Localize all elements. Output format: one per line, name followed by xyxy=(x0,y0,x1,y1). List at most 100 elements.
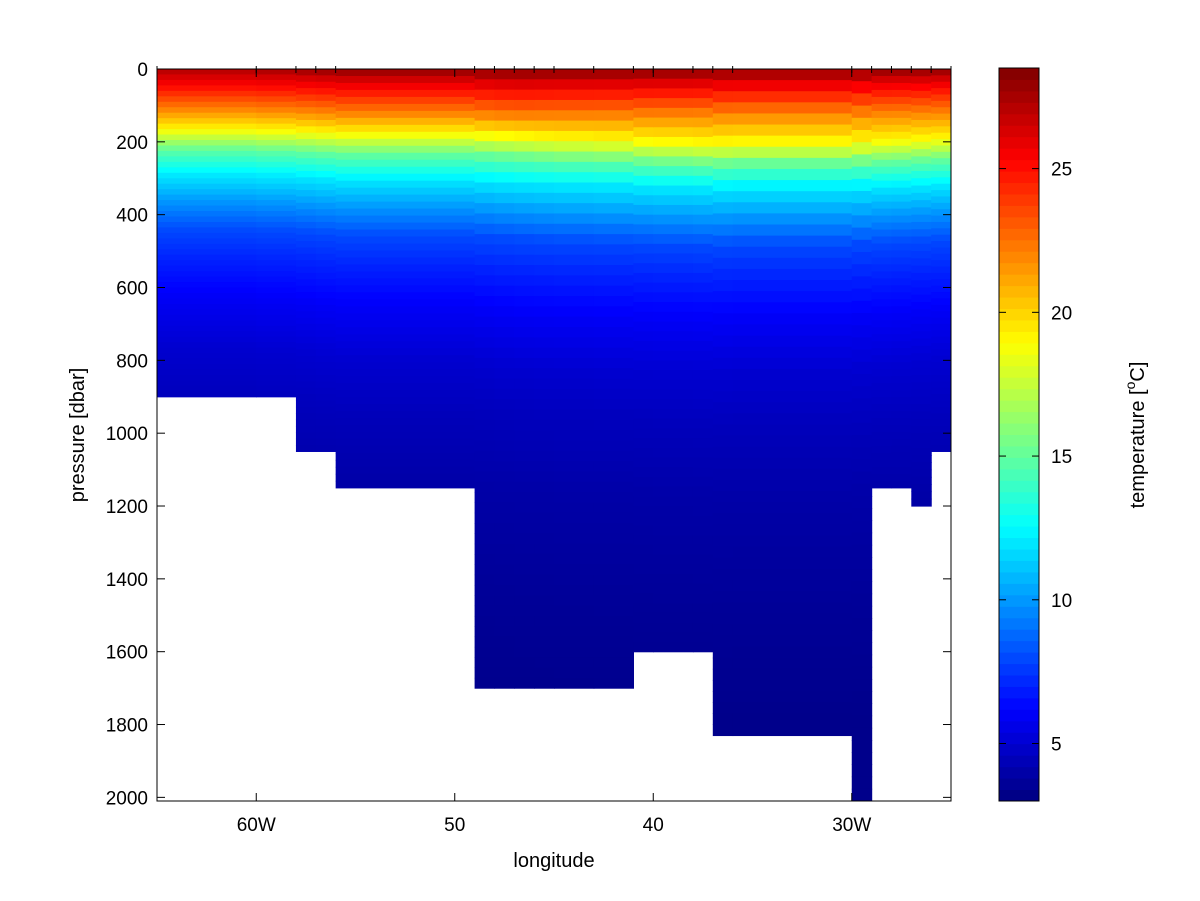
temperature-cell xyxy=(851,447,873,460)
temperature-cell xyxy=(315,266,337,274)
colorbar-band xyxy=(999,526,1039,539)
temperature-cell xyxy=(593,378,634,390)
temperature-cell xyxy=(891,250,912,259)
temperature-cell xyxy=(554,316,595,328)
temperature-cell xyxy=(534,667,555,679)
temperature-cell xyxy=(256,74,297,81)
temperature-cell xyxy=(732,446,853,459)
temperature-cell xyxy=(851,605,873,619)
temperature-cell xyxy=(554,512,595,524)
temperature-cell xyxy=(732,268,853,281)
temperature-cell xyxy=(514,182,535,194)
temperature-cell xyxy=(931,119,951,127)
temperature-cell xyxy=(315,81,337,89)
temperature-cell xyxy=(692,612,714,624)
temperature-cell xyxy=(593,120,634,132)
temperature-cell xyxy=(534,79,555,91)
temperature-cell xyxy=(335,369,476,377)
temperature-cell xyxy=(911,309,932,318)
temperature-cell xyxy=(256,211,297,218)
temperature-cell xyxy=(315,394,337,401)
temperature-cell xyxy=(732,102,853,115)
temperature-cell xyxy=(315,94,337,102)
temperature-cell xyxy=(653,408,694,420)
temperature-cell xyxy=(653,107,694,119)
temperature-cell xyxy=(534,523,555,534)
temperature-cell xyxy=(851,508,873,521)
temperature-cell xyxy=(931,349,951,357)
temperature-cell xyxy=(157,101,257,108)
temperature-cell xyxy=(295,177,317,185)
temperature-cell xyxy=(315,241,337,249)
temperature-cell xyxy=(911,440,932,449)
temperature-cell xyxy=(931,394,951,401)
temperature-cell xyxy=(692,428,714,439)
temperature-cell xyxy=(891,306,912,314)
temperature-cell xyxy=(871,131,893,140)
temperature-cell xyxy=(732,702,853,714)
temperature-cell xyxy=(911,163,932,172)
temperature-cell xyxy=(732,624,853,637)
temperature-cell xyxy=(653,117,694,128)
temperature-cell xyxy=(335,82,476,91)
temperature-cell xyxy=(514,388,535,400)
temperature-cell xyxy=(692,253,714,264)
temperature-cell xyxy=(692,574,714,585)
temperature-cell xyxy=(494,399,515,411)
temperature-cell xyxy=(593,79,634,91)
temperature-cell xyxy=(871,383,893,391)
temperature-cell xyxy=(157,227,257,234)
temperature-cell xyxy=(871,431,893,440)
temperature-cell xyxy=(494,151,515,163)
temperature-cell xyxy=(633,535,654,546)
temperature-cell xyxy=(534,275,555,287)
temperature-cell xyxy=(256,172,297,179)
temperature-cell xyxy=(256,107,297,114)
temperature-cell xyxy=(335,418,476,426)
temperature-cell xyxy=(931,190,951,198)
temperature-cell xyxy=(315,368,337,376)
temperature-cell xyxy=(554,306,595,318)
temperature-cell xyxy=(593,223,634,235)
temperature-cell xyxy=(554,368,595,380)
temperature-cell xyxy=(633,496,654,507)
temperature-cell xyxy=(534,89,555,101)
temperature-cell xyxy=(891,285,912,293)
temperature-cell xyxy=(474,182,496,194)
temperature-cell xyxy=(633,127,654,138)
temperature-cell xyxy=(335,264,476,273)
temperature-cell xyxy=(494,543,515,555)
temperature-cell xyxy=(891,424,912,433)
temperature-cell xyxy=(692,282,714,293)
colorbar-band xyxy=(999,411,1039,424)
temperature-cell xyxy=(692,195,714,206)
temperature-cell xyxy=(593,564,634,576)
temperature-cell xyxy=(514,151,535,163)
temperature-cell xyxy=(494,69,515,80)
temperature-cell xyxy=(931,272,951,280)
temperature-cell xyxy=(157,194,257,201)
temperature-cell xyxy=(593,481,634,493)
temperature-cell xyxy=(295,292,317,300)
temperature-cell xyxy=(851,374,873,387)
temperature-cell xyxy=(871,327,893,335)
temperature-cell xyxy=(732,479,853,492)
temperature-cell xyxy=(295,368,317,376)
temperature-cell xyxy=(891,96,912,105)
temperature-cell xyxy=(871,110,893,119)
temperature-cell xyxy=(295,164,317,172)
temperature-cell xyxy=(514,120,535,132)
temperature-cell xyxy=(732,679,853,692)
temperature-cell xyxy=(514,275,535,287)
colorbar-band xyxy=(999,182,1039,195)
temperature-cell xyxy=(295,88,317,96)
temperature-cell xyxy=(593,492,634,503)
temperature-cell xyxy=(554,203,595,215)
temperature-cell xyxy=(712,280,734,292)
temperature-cell xyxy=(494,368,515,380)
temperature-cell xyxy=(931,355,951,363)
temperature-cell xyxy=(732,502,853,514)
temperature-cell xyxy=(593,461,634,473)
temperature-cell xyxy=(633,272,654,284)
temperature-cell xyxy=(335,299,476,307)
